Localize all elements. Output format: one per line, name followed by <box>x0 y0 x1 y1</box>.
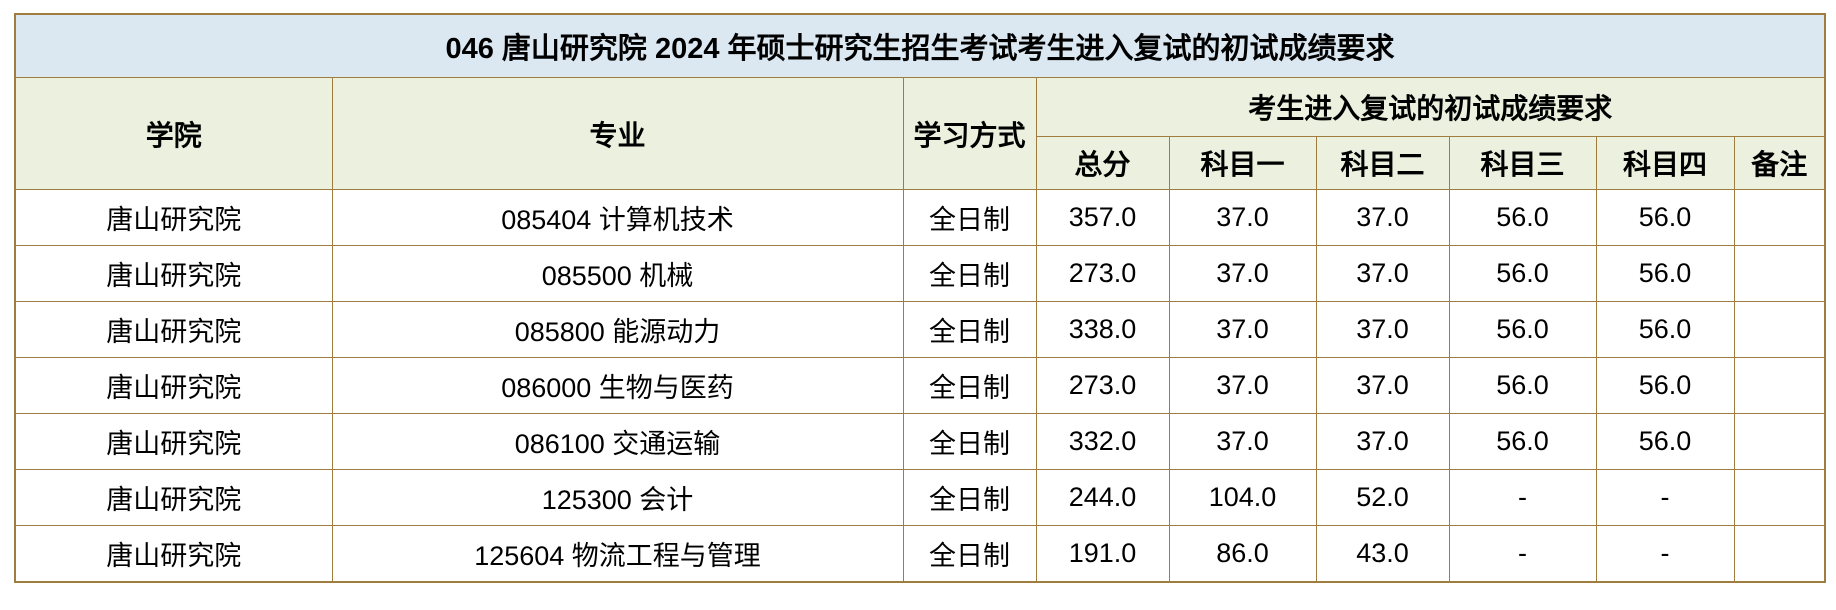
header-row-sub: 总分 科目一 科目二 科目三 科目四 备注 <box>15 136 1826 190</box>
header-row-top: 学院 专业 学习方式 考生进入复试的初试成绩要求 <box>14 77 1826 190</box>
cell-subject1: 37.0 <box>1168 413 1317 470</box>
cell-subject4: - <box>1595 469 1735 526</box>
cell-major: 085800 能源动力 <box>331 301 904 358</box>
cell-subject4: 56.0 <box>1595 189 1735 246</box>
cell-college: 唐山研究院 <box>14 357 333 414</box>
cell-study-mode: 全日制 <box>902 301 1037 358</box>
header-subject2: 科目二 <box>1315 136 1450 190</box>
cell-total-score: 338.0 <box>1035 301 1170 358</box>
cell-note <box>1733 301 1826 358</box>
header-total-score: 总分 <box>1035 136 1170 190</box>
cell-study-mode: 全日制 <box>902 413 1037 470</box>
cell-study-mode: 全日制 <box>902 357 1037 414</box>
cell-subject2: 37.0 <box>1315 413 1450 470</box>
score-table-body: 唐山研究院 085404 计算机技术 全日制 357.0 37.0 37.0 56.0 56.… <box>14 189 1826 583</box>
cell-study-mode: 全日制 <box>902 245 1037 302</box>
cell-subject2: 37.0 <box>1315 301 1450 358</box>
cell-total-score: 332.0 <box>1035 413 1170 470</box>
title-row: 046 唐山研究院 2024 年硕士研究生招生考试考生进入复试的初试成绩要求 <box>14 13 1826 78</box>
table-row: 唐山研究院 085500 机械 全日制 273.0 37.0 37.0 56.0 56.0 <box>14 245 1826 302</box>
cell-major: 086100 交通运输 <box>331 413 904 470</box>
cell-major: 125604 物流工程与管理 <box>331 525 904 583</box>
cell-subject1: 86.0 <box>1168 525 1317 583</box>
table-row: 唐山研究院 086000 生物与医药 全日制 273.0 37.0 37.0 56.0 56.… <box>14 357 1826 414</box>
cell-subject1: 104.0 <box>1168 469 1317 526</box>
cell-major: 085500 机械 <box>331 245 904 302</box>
cell-note <box>1733 469 1826 526</box>
cell-college: 唐山研究院 <box>14 301 333 358</box>
cell-subject4: 56.0 <box>1595 413 1735 470</box>
cell-subject3: - <box>1448 469 1597 526</box>
page: 046 唐山研究院 2024 年硕士研究生招生考试考生进入复试的初试成绩要求 学… <box>14 13 1827 583</box>
table-title: 046 唐山研究院 2024 年硕士研究生招生考试考生进入复试的初试成绩要求 <box>14 13 1826 78</box>
cell-note <box>1733 189 1826 246</box>
cell-subject3: 56.0 <box>1448 189 1597 246</box>
cell-note <box>1733 413 1826 470</box>
cell-subject1: 37.0 <box>1168 189 1317 246</box>
cell-subject4: 56.0 <box>1595 245 1735 302</box>
cell-college: 唐山研究院 <box>14 469 333 526</box>
header-subject3: 科目三 <box>1448 136 1597 190</box>
cell-total-score: 244.0 <box>1035 469 1170 526</box>
cell-subject4: - <box>1595 525 1735 583</box>
cell-study-mode: 全日制 <box>902 469 1037 526</box>
cell-major: 125300 会计 <box>331 469 904 526</box>
cell-subject3: 56.0 <box>1448 245 1597 302</box>
cell-major: 085404 计算机技术 <box>331 189 904 246</box>
table-row: 唐山研究院 125300 会计 全日制 244.0 104.0 52.0- - <box>14 469 1826 526</box>
table-row: 唐山研究院 086100 交通运输 全日制 332.0 37.0 37.0 56.0 56.0 <box>14 413 1826 470</box>
cell-subject3: - <box>1448 525 1597 583</box>
table-row: 唐山研究院 085800 能源动力 全日制 338.0 37.0 37.0 56.0 56.0 <box>14 301 1826 358</box>
header-subject4: 科目四 <box>1595 136 1735 190</box>
cell-subject2: 43.0 <box>1315 525 1450 583</box>
cell-subject1: 37.0 <box>1168 301 1317 358</box>
cell-subject1: 37.0 <box>1168 357 1317 414</box>
header-major: 专业 <box>331 77 904 190</box>
cell-subject4: 56.0 <box>1595 357 1735 414</box>
cell-note <box>1733 357 1826 414</box>
cell-subject4: 56.0 <box>1595 301 1735 358</box>
table-row: 唐山研究院 125604 物流工程与管理 全日制 191.0 86.0 43.0- - <box>14 525 1826 583</box>
header-college: 学院 <box>14 77 333 190</box>
cell-study-mode: 全日制 <box>902 189 1037 246</box>
cell-subject2: 37.0 <box>1315 245 1450 302</box>
cell-subject2: 37.0 <box>1315 189 1450 246</box>
header-note: 备注 <box>1733 136 1826 190</box>
cell-subject2: 37.0 <box>1315 357 1450 414</box>
cell-total-score: 357.0 <box>1035 189 1170 246</box>
cell-note <box>1733 525 1826 583</box>
score-table: 046 唐山研究院 2024 年硕士研究生招生考试考生进入复试的初试成绩要求 学… <box>14 13 1827 583</box>
cell-total-score: 273.0 <box>1035 245 1170 302</box>
cell-subject2: 52.0 <box>1315 469 1450 526</box>
cell-study-mode: 全日制 <box>902 525 1037 583</box>
cell-subject3: 56.0 <box>1448 357 1597 414</box>
cell-subject1: 37.0 <box>1168 245 1317 302</box>
cell-total-score: 273.0 <box>1035 357 1170 414</box>
cell-subject3: 56.0 <box>1448 413 1597 470</box>
cell-major: 086000 生物与医药 <box>331 357 904 414</box>
table-row: 唐山研究院 085404 计算机技术 全日制 357.0 37.0 37.0 56.0 56.… <box>14 189 1826 246</box>
cell-college: 唐山研究院 <box>14 413 333 470</box>
cell-total-score: 191.0 <box>1035 525 1170 583</box>
header-study-mode: 学习方式 <box>902 77 1037 190</box>
header-score-group: 考生进入复试的初试成绩要求 <box>1035 77 1826 137</box>
header-subject1: 科目一 <box>1168 136 1317 190</box>
cell-subject3: 56.0 <box>1448 301 1597 358</box>
cell-college: 唐山研究院 <box>14 245 333 302</box>
cell-college: 唐山研究院 <box>14 189 333 246</box>
cell-note <box>1733 245 1826 302</box>
cell-college: 唐山研究院 <box>14 525 333 583</box>
